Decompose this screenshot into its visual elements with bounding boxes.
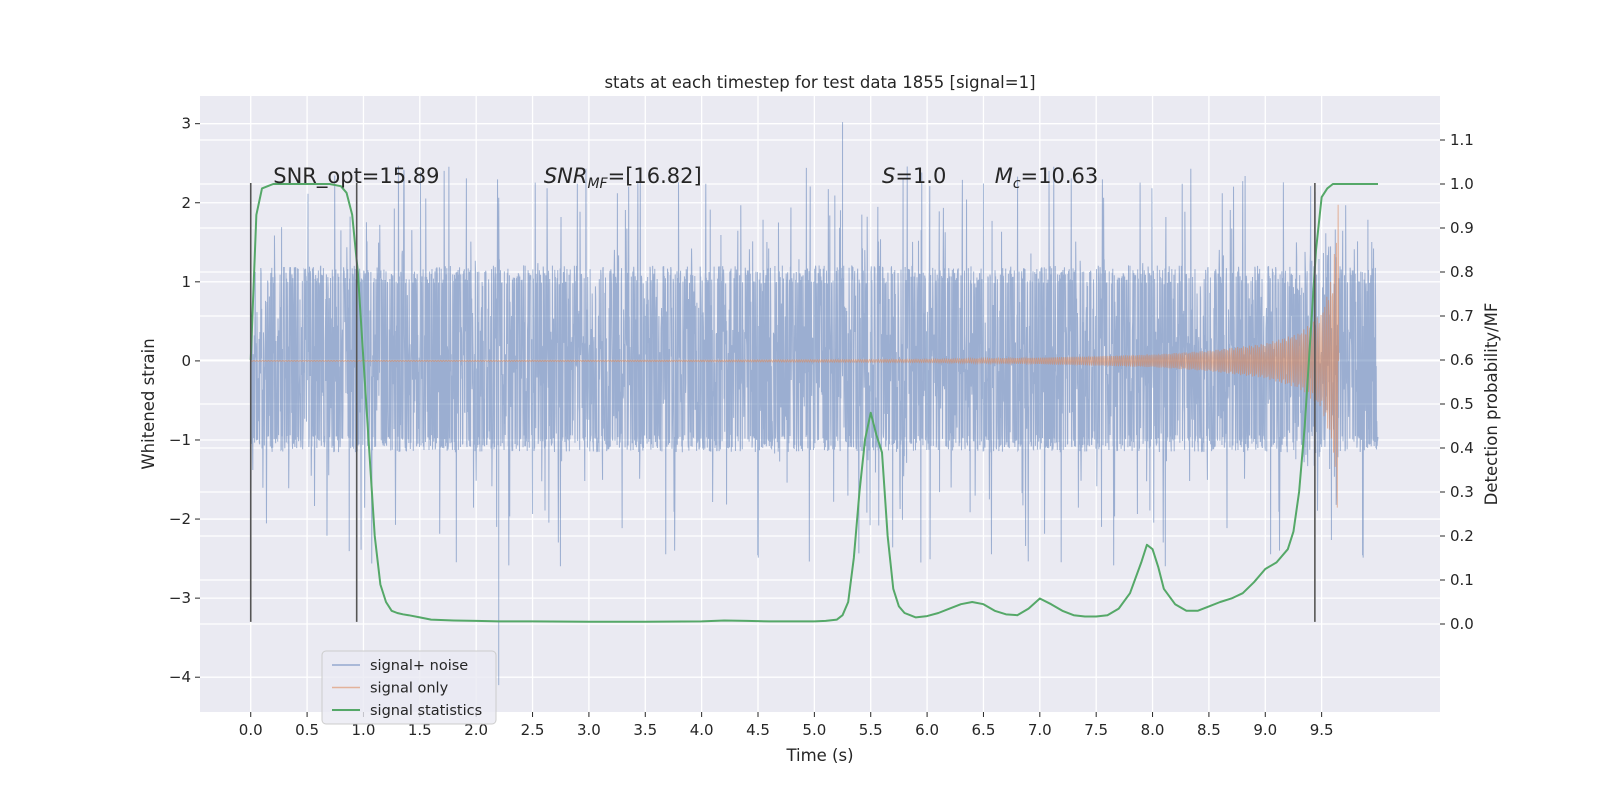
y-tick-label-left: −3	[169, 589, 191, 607]
y-tick-label-right: 0.8	[1450, 263, 1474, 281]
x-tick-label: 8.0	[1141, 721, 1165, 739]
y-tick-label-left: 2	[181, 194, 191, 212]
annotation: S=1.0	[882, 164, 946, 188]
x-axis-label: Time (s)	[785, 746, 853, 765]
series-signal-noise	[250, 122, 1379, 686]
y-tick-label-right: 0.9	[1450, 219, 1474, 237]
x-tick-label: 5.5	[859, 721, 883, 739]
y-axis-label-left: Whitened strain	[139, 338, 158, 469]
legend-label: signal only	[370, 681, 449, 697]
x-tick-label: 2.5	[521, 721, 545, 739]
legend-label: signal statistics	[370, 703, 482, 719]
vertical-lines-layer	[249, 182, 1316, 622]
annotation-subscript: MF	[587, 176, 608, 192]
x-tick-label: 2.0	[464, 721, 488, 739]
annotation: SNR_opt=15.89	[273, 164, 439, 189]
series-signal-statistics	[249, 183, 1378, 623]
annotation-main: S	[882, 164, 895, 188]
y-axis-label-right: Detection probability/MF	[1482, 303, 1501, 506]
y-tick-label-left: 1	[181, 273, 191, 291]
annotation-rest: =[16.82]	[608, 164, 702, 188]
series-layer	[249, 122, 1379, 686]
x-tick-label: 7.0	[1028, 721, 1052, 739]
x-tick-label: 3.0	[577, 721, 601, 739]
annotation-main: M	[995, 164, 1013, 188]
y-tick-label-left: −1	[169, 431, 191, 449]
y-tick-label-right: 1.1	[1450, 131, 1474, 149]
y-tick-label-right: 0.0	[1450, 615, 1474, 633]
y-tick-label-right: 0.6	[1450, 351, 1474, 369]
y-tick-label-left: 0	[181, 352, 191, 370]
x-tick-label: 8.5	[1197, 721, 1221, 739]
x-tick-label: 4.5	[746, 721, 770, 739]
y-tick-label-right: 0.2	[1450, 527, 1474, 545]
x-tick-label: 0.5	[295, 721, 319, 739]
x-tick-label: 9.0	[1253, 721, 1277, 739]
legend-box	[321, 650, 497, 725]
legend-label: signal+ noise	[370, 658, 468, 674]
x-tick-label: 3.5	[633, 721, 657, 739]
y-tick-label-left: 3	[181, 115, 191, 133]
y-tick-label-right: 1.0	[1450, 175, 1474, 193]
chart-title: stats at each timestep for test data 185…	[604, 73, 1035, 92]
y-tick-label-right: 0.7	[1450, 307, 1474, 325]
axes-layer: 0.0 0.5 1.0 1.5 2.0 2.5 3.0 3.5 4.0 4.5 5.0 5.5 6.0 6…	[169, 115, 1474, 739]
annotation-rest: =1.0	[895, 164, 946, 188]
annotation: SNRMF=[16.82]	[544, 164, 702, 192]
annotation-subscript: c	[1013, 176, 1021, 192]
x-tick-label: 9.5	[1310, 721, 1334, 739]
y-tick-label-right: 0.4	[1450, 439, 1474, 457]
x-tick-label: 1.0	[352, 721, 376, 739]
y-tick-label-left: −4	[169, 668, 191, 686]
x-tick-label: 5.0	[802, 721, 826, 739]
annotations-layer: SNR_opt=15.89 SNRMF=[16.82] S=1.0 Mc=10.63	[273, 164, 1098, 192]
x-tick-label: 1.5	[408, 721, 432, 739]
y-tick-label-right: 0.1	[1450, 571, 1474, 589]
x-tick-label: 0.0	[239, 721, 263, 739]
x-tick-label: 4.0	[690, 721, 714, 739]
legend: signal+ noise signal only signal statistic…	[321, 650, 497, 725]
x-tick-label: 6.0	[915, 721, 939, 739]
x-tick-label: 6.5	[972, 721, 996, 739]
x-tick-label: 7.5	[1084, 721, 1108, 739]
series-signal-only	[250, 204, 1340, 508]
y-tick-label-left: −2	[169, 510, 191, 528]
annotation-rest: =10.63	[1021, 164, 1099, 188]
annotation-main: SNR	[544, 164, 588, 188]
y-tick-label-right: 0.5	[1450, 395, 1474, 413]
y-tick-label-right: 0.3	[1450, 483, 1474, 501]
annotation: Mc=10.63	[995, 164, 1099, 192]
